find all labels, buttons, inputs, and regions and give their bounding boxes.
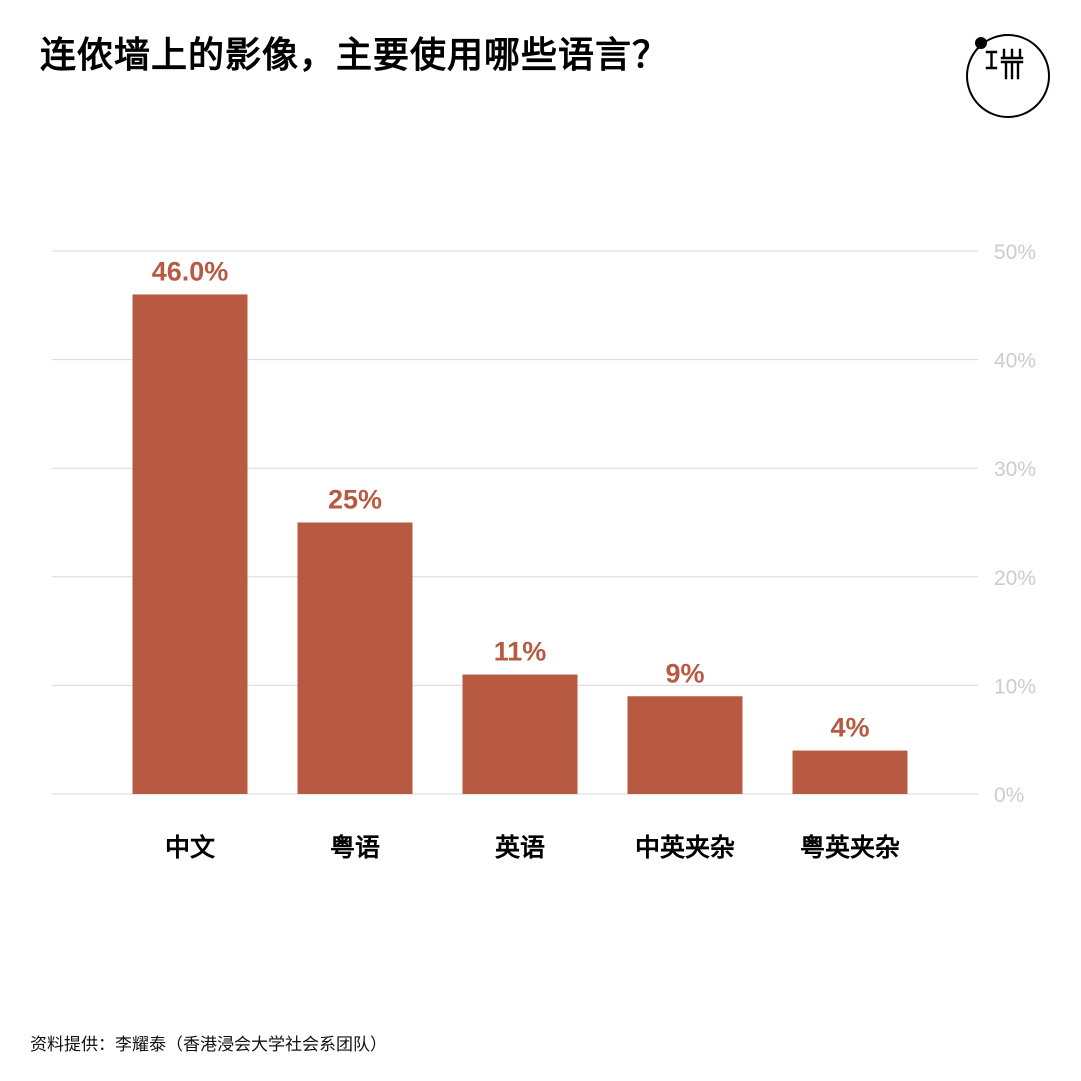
y-tick-label: 10% (994, 675, 1036, 698)
value-label: 11% (494, 637, 547, 667)
category-label: 粤语 (330, 833, 380, 862)
category-labels: 中文 粤语 英语 中英夹杂 粤英夹杂 (165, 833, 900, 862)
logo-dot (975, 37, 987, 49)
value-label: 25% (328, 485, 382, 515)
y-tick-label: 40% (994, 350, 1036, 373)
y-tick-label: 30% (994, 458, 1036, 481)
logo-circle (966, 34, 1050, 118)
bar (297, 522, 413, 794)
value-label: 46.0% (152, 256, 229, 286)
value-label: 4% (830, 713, 869, 743)
y-tick-label: 50% (994, 241, 1036, 264)
y-tick-label: 20% (994, 567, 1036, 590)
bars (132, 294, 908, 794)
category-label: 英语 (495, 833, 545, 862)
bar (627, 696, 743, 794)
value-label: 9% (665, 658, 704, 688)
bar (132, 294, 248, 794)
source-note: 资料提供：李耀泰（香港浸会大学社会系团队） (30, 1035, 387, 1055)
bar (462, 674, 578, 794)
bar (792, 750, 908, 794)
category-label: 粤英夹杂 (800, 833, 900, 862)
y-tick-label: 0% (994, 784, 1024, 807)
category-label: 中英夹杂 (635, 833, 735, 862)
category-label: 中文 (165, 833, 216, 862)
value-labels: 46.0% 25% 11% 9% 4% (152, 256, 870, 742)
y-tick-labels: 0% 10% 20% 30% 40% 50% (994, 241, 1036, 807)
logo-mark-icon (985, 48, 1024, 80)
chart-title: 连侬墙上的影像，主要使用哪些语言？ (40, 35, 670, 76)
